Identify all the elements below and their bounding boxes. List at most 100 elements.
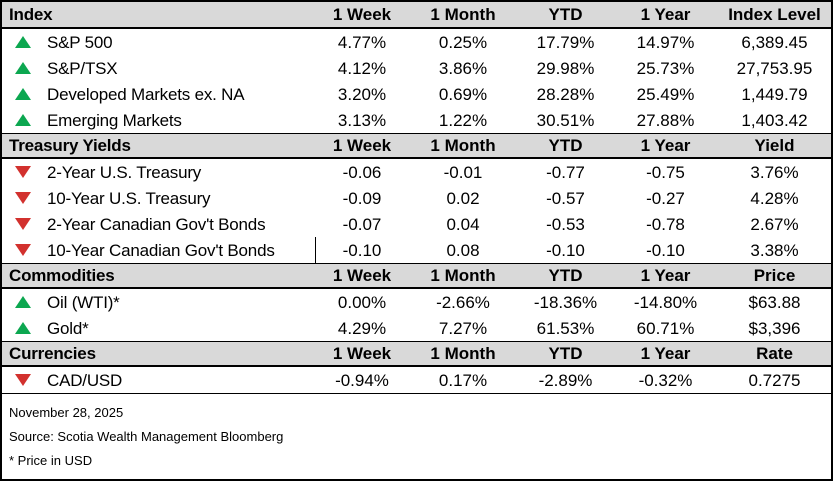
- value-1year: -0.32%: [638, 371, 693, 389]
- table-row-2yr-cad-bonds: 2-Year Canadian Gov't Bonds -0.07 0.04 -…: [2, 211, 831, 237]
- value-ytd: 28.28%: [536, 85, 595, 103]
- table-row-cadusd: CAD/USD -0.94% 0.17% -2.89% -0.32% 0.727…: [2, 367, 831, 393]
- row-label: 10-Year Canadian Gov't Bonds: [47, 240, 275, 260]
- row-label: Oil (WTI)*: [47, 292, 120, 312]
- column-header-ytd: YTD: [548, 137, 583, 154]
- column-header-rate: Rate: [756, 345, 793, 362]
- value-1week: -0.94%: [335, 371, 389, 389]
- section-title-treasury-yields: Treasury Yields: [9, 136, 131, 155]
- value-1week: 3.20%: [337, 85, 387, 103]
- value-1year: 27.88%: [636, 111, 695, 129]
- triangle-down-icon: [15, 218, 31, 230]
- value-ytd: 30.51%: [536, 111, 595, 129]
- value-1month: 0.69%: [438, 85, 488, 103]
- row-label: Developed Markets ex. NA: [47, 84, 245, 104]
- value-yield: 3.38%: [750, 241, 799, 259]
- value-ytd: -0.53: [546, 215, 585, 233]
- column-header-1year: 1 Year: [640, 345, 691, 362]
- value-1year: -0.27: [646, 189, 685, 207]
- column-header-1week: 1 Week: [332, 345, 392, 362]
- column-header-1week: 1 Week: [332, 137, 392, 154]
- value-1week: -0.06: [342, 163, 382, 181]
- value-1week: 4.77%: [337, 33, 387, 51]
- footer: November 28, 2025 Source: Scotia Wealth …: [2, 394, 831, 473]
- row-label: 2-Year Canadian Gov't Bonds: [47, 214, 266, 234]
- section-header-commodities: Commodities 1 Week 1 Month YTD 1 Year Pr…: [2, 263, 831, 289]
- column-header-1month: 1 Month: [430, 345, 496, 362]
- value-1month: 0.25%: [438, 33, 488, 51]
- table-row-10yr-us-treasury: 10-Year U.S. Treasury -0.09 0.02 -0.57 -…: [2, 185, 831, 211]
- value-1week: -0.10: [342, 241, 382, 259]
- section-title-index: Index: [9, 5, 53, 24]
- triangle-up-icon: [15, 88, 31, 100]
- source-note: Source: Scotia Wealth Management Bloombe…: [9, 429, 284, 444]
- column-header-1year: 1 Year: [640, 137, 691, 154]
- column-header-1year: 1 Year: [640, 267, 691, 284]
- table-row-sptsx: S&P/TSX 4.12% 3.86% 29.98% 25.73% 27,753…: [2, 55, 831, 81]
- value-1month: 7.27%: [438, 319, 488, 337]
- value-1month: -2.66%: [436, 293, 490, 311]
- row-label: S&P/TSX: [47, 58, 118, 78]
- value-ytd: -2.89%: [538, 371, 593, 389]
- value-rate: 0.7275: [748, 371, 801, 389]
- value-1week: 0.00%: [337, 293, 387, 311]
- triangle-down-icon: [15, 166, 31, 178]
- value-1year: -0.78: [646, 215, 685, 233]
- row-label: 2-Year U.S. Treasury: [47, 162, 202, 182]
- value-1year: -14.80%: [633, 293, 698, 311]
- value-1month: 0.17%: [438, 371, 488, 389]
- value-ytd: -0.77: [546, 163, 585, 181]
- table-row-10yr-cad-bonds: 10-Year Canadian Gov't Bonds -0.10 0.08 …: [2, 237, 831, 263]
- row-label: S&P 500: [47, 32, 113, 52]
- column-header-yield: Yield: [754, 137, 795, 154]
- value-1week: -0.07: [342, 215, 382, 233]
- column-header-1month: 1 Month: [430, 137, 496, 154]
- value-1year: -0.75: [646, 163, 685, 181]
- value-1year: 25.49%: [636, 85, 695, 103]
- column-header-ytd: YTD: [548, 6, 583, 23]
- section-title-currencies: Currencies: [9, 344, 96, 363]
- value-1week: 4.12%: [337, 59, 387, 77]
- table-row-sp500: S&P 500 4.77% 0.25% 17.79% 14.97% 6,389.…: [2, 29, 831, 55]
- value-1month: 0.08: [446, 241, 480, 259]
- value-1week: 4.29%: [337, 319, 387, 337]
- value-1month: 3.86%: [438, 59, 488, 77]
- column-header-1week: 1 Week: [332, 267, 392, 284]
- triangle-down-icon: [15, 192, 31, 204]
- triangle-up-icon: [15, 36, 31, 48]
- value-ytd: -0.10: [546, 241, 585, 259]
- value-index-level: 6,389.45: [741, 33, 808, 51]
- triangle-up-icon: [15, 114, 31, 126]
- triangle-up-icon: [15, 322, 31, 334]
- value-1month: -0.01: [443, 163, 483, 181]
- value-1week: 3.13%: [337, 111, 387, 129]
- row-label: 10-Year U.S. Treasury: [47, 188, 211, 208]
- column-header-ytd: YTD: [548, 345, 583, 362]
- price-footnote: * Price in USD: [9, 453, 93, 468]
- column-header-1year: 1 Year: [640, 6, 691, 23]
- value-ytd: 61.53%: [536, 319, 595, 337]
- value-ytd: -18.36%: [533, 293, 598, 311]
- column-header-price: Price: [753, 267, 796, 284]
- section-header-treasury-yields: Treasury Yields 1 Week 1 Month YTD 1 Yea…: [2, 133, 831, 159]
- value-index-level: 27,753.95: [736, 59, 813, 77]
- value-1year: 25.73%: [636, 59, 695, 77]
- column-header-1month: 1 Month: [430, 267, 496, 284]
- value-index-level: 1,403.42: [741, 111, 808, 129]
- section-header-index: Index 1 Week 1 Month YTD 1 Year Index Le…: [2, 2, 831, 29]
- table-row-emerging-markets: Emerging Markets 3.13% 1.22% 30.51% 27.8…: [2, 107, 831, 133]
- column-header-1week: 1 Week: [332, 6, 392, 23]
- triangle-down-icon: [15, 374, 31, 386]
- table-row-oil-wti: Oil (WTI)* 0.00% -2.66% -18.36% -14.80% …: [2, 289, 831, 315]
- report-date: November 28, 2025: [9, 405, 124, 420]
- triangle-down-icon: [15, 244, 31, 256]
- section-header-currencies: Currencies 1 Week 1 Month YTD 1 Year Rat…: [2, 341, 831, 367]
- value-1year: 14.97%: [636, 33, 695, 51]
- value-1month: 0.02: [446, 189, 480, 207]
- table-row-2yr-us-treasury: 2-Year U.S. Treasury -0.06 -0.01 -0.77 -…: [2, 159, 831, 185]
- table-bottom-rule: [2, 393, 831, 394]
- row-label: CAD/USD: [47, 370, 123, 390]
- triangle-up-icon: [15, 296, 31, 308]
- column-header-1month: 1 Month: [430, 6, 496, 23]
